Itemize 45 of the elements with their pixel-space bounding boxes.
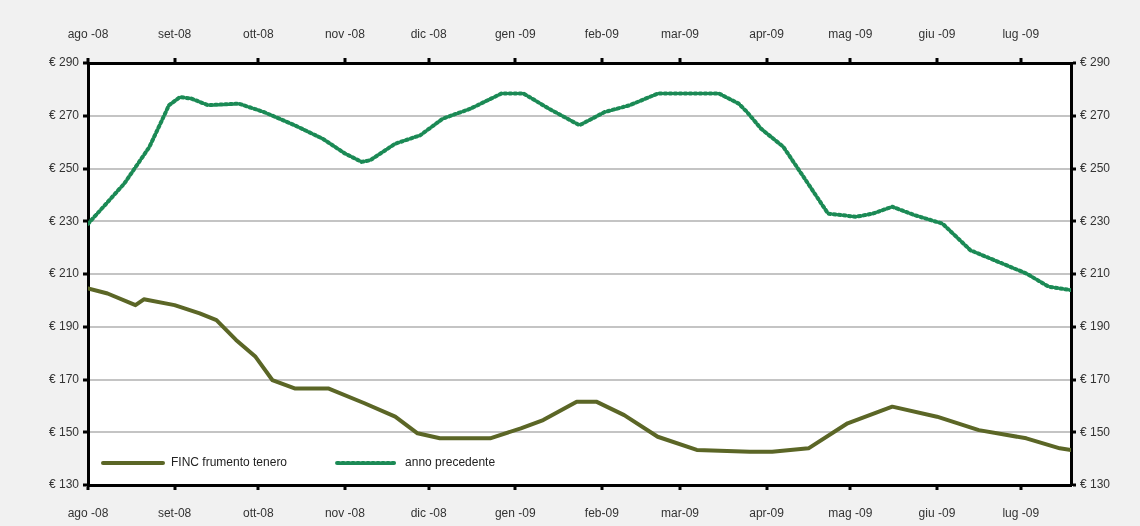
x-tick-label: mar-09 (661, 505, 700, 520)
x2-tick-label: nov -08 (324, 27, 366, 42)
x2-tick-label: dic -08 (410, 27, 448, 42)
x2-tick-label: giu -09 (918, 27, 956, 42)
y2-tick-label: € 190 (1080, 319, 1111, 334)
x2-tick-label: mag -09 (828, 27, 873, 42)
y-tick-label: € 290 (48, 55, 80, 70)
y2-tick-label: € 250 (1080, 160, 1111, 175)
legend-label: anno precedente (405, 455, 496, 470)
x-tick-label: lug -09 (1002, 505, 1040, 520)
x-tick-label: apr-09 (749, 505, 785, 520)
x2-tick-label: feb-09 (584, 27, 620, 42)
x-tick-label: gen -09 (494, 505, 536, 520)
y2-tick-label: € 130 (1080, 477, 1111, 492)
line-series (88, 91, 1071, 293)
y2-tick-label: € 150 (1080, 424, 1111, 439)
x-tick-label: giu -09 (918, 505, 956, 520)
y-tick-label: € 130 (48, 477, 80, 492)
y-tick-label: € 190 (48, 319, 80, 334)
y-tick-label: € 170 (48, 371, 80, 386)
y-tick-label: € 250 (48, 160, 80, 175)
x-tick-label: ago -08 (67, 505, 109, 520)
legend-label: FINC frumento tenero (171, 455, 288, 470)
y-tick-label: € 270 (48, 108, 80, 123)
x-tick-label: nov -08 (324, 505, 366, 520)
y2-tick-label: € 170 (1080, 371, 1111, 386)
x2-tick-label: lug -09 (1002, 27, 1040, 42)
x2-tick-label: gen -09 (494, 27, 536, 42)
x-tick-label: set-08 (157, 505, 192, 520)
y-tick-label: € 150 (48, 424, 80, 439)
x2-tick-label: ott-08 (243, 27, 275, 42)
x-tick-label: feb-09 (584, 505, 620, 520)
y2-tick-label: € 210 (1080, 266, 1111, 281)
x2-tick-label: ago -08 (67, 27, 109, 42)
x2-tick-label: apr-09 (749, 27, 785, 42)
x-tick-label: dic -08 (410, 505, 448, 520)
x2-tick-label: set-08 (157, 27, 192, 42)
x2-tick-label: mar-09 (661, 27, 700, 42)
y-tick-label: € 210 (48, 266, 80, 281)
y-tick-label: € 230 (48, 213, 80, 228)
y2-tick-label: € 290 (1080, 55, 1111, 70)
x-tick-label: ott-08 (243, 505, 275, 520)
y2-tick-label: € 230 (1080, 213, 1111, 228)
x-tick-label: mag -09 (828, 505, 873, 520)
y2-tick-label: € 270 (1080, 108, 1111, 123)
